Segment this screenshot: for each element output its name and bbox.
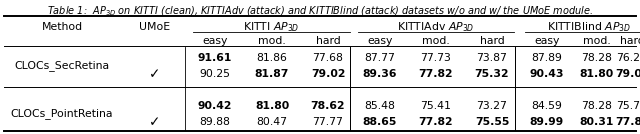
Text: 90.42: 90.42 bbox=[198, 101, 232, 111]
Text: 80.47: 80.47 bbox=[257, 117, 287, 127]
Text: 73.87: 73.87 bbox=[477, 53, 508, 63]
Text: 78.62: 78.62 bbox=[310, 101, 346, 111]
Text: easy: easy bbox=[202, 36, 228, 46]
Text: 81.80: 81.80 bbox=[580, 69, 614, 79]
Text: 90.25: 90.25 bbox=[200, 69, 230, 79]
Text: 77.77: 77.77 bbox=[312, 117, 344, 127]
Text: 77.68: 77.68 bbox=[312, 53, 344, 63]
Text: 88.65: 88.65 bbox=[363, 117, 397, 127]
Text: 75.70: 75.70 bbox=[616, 101, 640, 111]
Text: mod.: mod. bbox=[583, 36, 611, 46]
Text: KITTIAdv $AP_{3D}$: KITTIAdv $AP_{3D}$ bbox=[397, 20, 474, 34]
Text: 85.48: 85.48 bbox=[365, 101, 396, 111]
Text: 89.88: 89.88 bbox=[200, 117, 230, 127]
Text: 77.81: 77.81 bbox=[615, 117, 640, 127]
Text: easy: easy bbox=[534, 36, 560, 46]
Text: Table 1:  $AP_{3D}$ on KITTI (clean), KITTIAdv (attack) and KITTIBlind (attack) : Table 1: $AP_{3D}$ on KITTI (clean), KIT… bbox=[47, 4, 593, 18]
Text: 84.59: 84.59 bbox=[532, 101, 563, 111]
Text: CLOCs_PointRetina: CLOCs_PointRetina bbox=[11, 109, 113, 119]
Text: 78.28: 78.28 bbox=[582, 101, 612, 111]
Text: 79.08: 79.08 bbox=[615, 69, 640, 79]
Text: KITTIBlind $AP_{3D}$: KITTIBlind $AP_{3D}$ bbox=[547, 20, 631, 34]
Text: 75.41: 75.41 bbox=[420, 101, 451, 111]
Text: 75.55: 75.55 bbox=[475, 117, 509, 127]
Text: 81.86: 81.86 bbox=[257, 53, 287, 63]
Text: 78.28: 78.28 bbox=[582, 53, 612, 63]
Text: 79.02: 79.02 bbox=[311, 69, 345, 79]
Text: 81.80: 81.80 bbox=[255, 101, 289, 111]
Text: hard: hard bbox=[479, 36, 504, 46]
Text: mod.: mod. bbox=[258, 36, 286, 46]
Text: 87.77: 87.77 bbox=[365, 53, 396, 63]
Text: UMoE: UMoE bbox=[140, 22, 171, 32]
Text: CLOCs_SecRetina: CLOCs_SecRetina bbox=[15, 61, 109, 71]
Text: 77.73: 77.73 bbox=[420, 53, 451, 63]
Text: hard: hard bbox=[620, 36, 640, 46]
Text: ✓: ✓ bbox=[149, 115, 161, 129]
Text: 80.31: 80.31 bbox=[580, 117, 614, 127]
Text: 89.36: 89.36 bbox=[363, 69, 397, 79]
Text: hard: hard bbox=[316, 36, 340, 46]
Text: 91.61: 91.61 bbox=[198, 53, 232, 63]
Text: 90.43: 90.43 bbox=[530, 69, 564, 79]
Text: 77.82: 77.82 bbox=[419, 69, 453, 79]
Text: 73.27: 73.27 bbox=[477, 101, 508, 111]
Text: Method: Method bbox=[42, 22, 83, 32]
Text: 76.24: 76.24 bbox=[616, 53, 640, 63]
Text: 75.32: 75.32 bbox=[475, 69, 509, 79]
Text: KITTI $AP_{3D}$: KITTI $AP_{3D}$ bbox=[243, 20, 299, 34]
Text: 89.99: 89.99 bbox=[530, 117, 564, 127]
Text: 87.89: 87.89 bbox=[532, 53, 563, 63]
Text: easy: easy bbox=[367, 36, 393, 46]
Text: mod.: mod. bbox=[422, 36, 450, 46]
Text: 77.82: 77.82 bbox=[419, 117, 453, 127]
Text: 81.87: 81.87 bbox=[255, 69, 289, 79]
Text: ✓: ✓ bbox=[149, 67, 161, 81]
